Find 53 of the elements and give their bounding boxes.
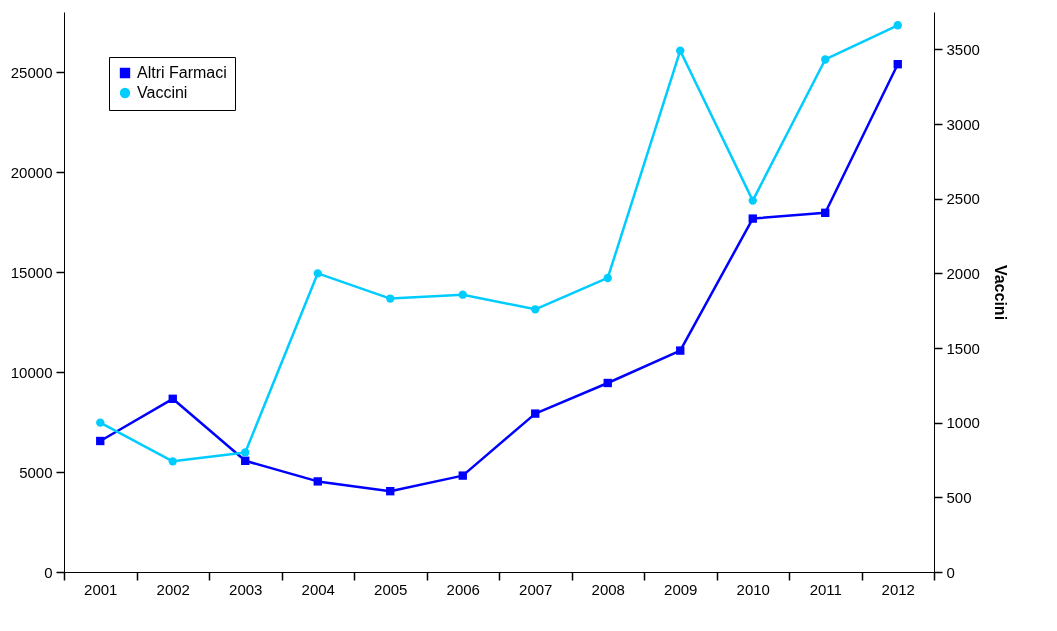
x-tick-label: 2003 [229,580,263,598]
point [603,378,612,388]
point [168,457,177,466]
y2-tick-label: 3000 [946,115,980,133]
y2-tick-label: 3500 [946,40,980,58]
point [313,477,322,486]
y2-tick-label: 1000 [946,414,980,432]
point [531,409,540,418]
x-tick-label: 2002 [156,580,190,598]
point [96,418,105,427]
y2-tick-label: 1500 [946,339,980,357]
point [458,290,467,299]
x-tick-label: 2001 [84,580,118,598]
point [313,269,322,278]
point [893,21,902,30]
x-tick-label: 2005 [374,580,408,598]
point [531,305,540,314]
y-tick-label: 15000 [10,263,53,281]
y2-tick-label: 0 [946,563,955,581]
point [676,346,685,355]
y-tick-label: 25000 [10,63,53,81]
point [386,294,395,303]
y2-tick-label: 2500 [946,190,980,208]
x-tick-label: 2011 [809,580,842,598]
point [168,394,177,403]
point [96,436,105,446]
y2-tick-label: 2000 [946,264,980,282]
point [748,196,757,205]
y-tick-label: 20000 [10,163,53,181]
point [821,208,830,217]
x-tick-label: 2008 [591,580,625,598]
point [241,448,250,457]
y2-axis-title: Vaccini [991,264,1009,321]
y-tick-label: 5000 [19,463,53,481]
y-tick-label: 10000 [10,363,53,381]
x-tick-label: 2012 [881,580,915,598]
legend-label: Vaccini [137,84,188,101]
point [676,46,685,55]
x-tick-label: 2004 [301,580,335,598]
point [458,471,467,480]
point [386,487,395,496]
x-tick-label: 2010 [736,580,770,598]
y-tick-label: 0 [44,563,53,581]
point [893,60,902,69]
point [748,214,757,223]
x-tick-label: 2006 [446,580,480,598]
x-tick-label: 2009 [664,580,698,598]
x-tick-label: 2007 [519,580,553,598]
point [821,55,830,64]
y2-tick-label: 500 [946,488,972,506]
point [603,273,612,283]
legend-label: Altri Farmaci [137,64,227,81]
point [241,456,250,465]
